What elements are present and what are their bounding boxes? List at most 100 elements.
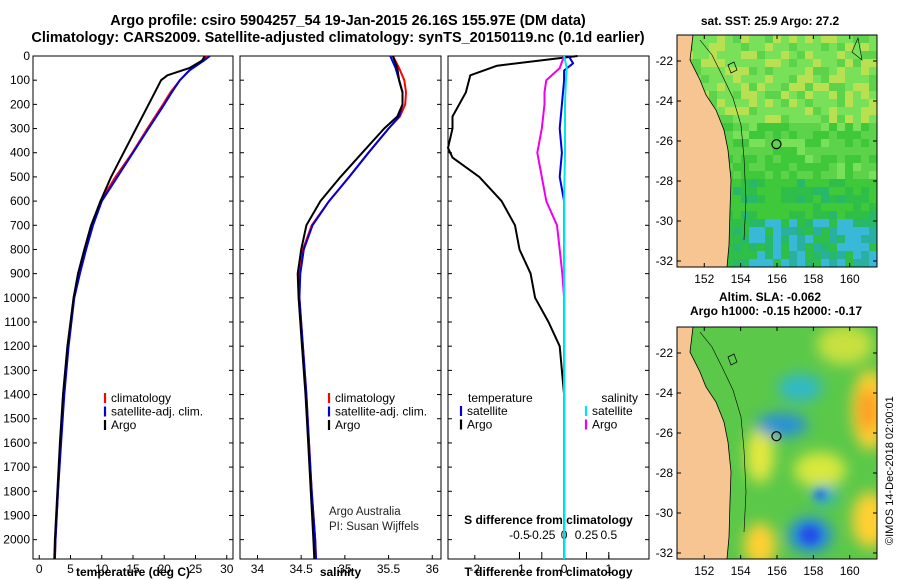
sst-tile bbox=[749, 91, 757, 99]
sst-tile bbox=[797, 67, 805, 75]
sst-tile bbox=[789, 67, 797, 75]
legend-label: Argo bbox=[467, 418, 493, 432]
sst-tile bbox=[757, 67, 765, 75]
sst-tile bbox=[725, 91, 733, 99]
sst-tile bbox=[869, 147, 877, 155]
sst-tile bbox=[757, 243, 765, 251]
sst-tile bbox=[829, 147, 837, 155]
sst-tile bbox=[733, 227, 741, 235]
x-tick-label: -2 bbox=[469, 562, 480, 576]
sst-tile bbox=[829, 179, 837, 187]
sst-tile bbox=[821, 171, 829, 179]
sst-tile bbox=[813, 131, 821, 139]
temperature-frame bbox=[32, 55, 234, 560]
sst-tile bbox=[869, 235, 877, 243]
sst-tile bbox=[837, 155, 845, 163]
sst-tile bbox=[845, 155, 853, 163]
sst-tile bbox=[821, 147, 829, 155]
sst-tile bbox=[773, 139, 781, 147]
sst-tile bbox=[845, 139, 853, 147]
sst-tile bbox=[741, 195, 749, 203]
sst-tile bbox=[733, 59, 741, 67]
sst-tile bbox=[749, 211, 757, 219]
sst-tile bbox=[845, 211, 853, 219]
map-y-tick-label: -30 bbox=[656, 506, 674, 520]
sst-tile bbox=[845, 195, 853, 203]
sst-tile bbox=[741, 139, 749, 147]
sla-high-e2 bbox=[858, 388, 877, 432]
sst-map-axes: 152 154 156 158 160 -22 -24 -26 -28 -30 -32 bbox=[656, 35, 877, 286]
sst-tile bbox=[869, 187, 877, 195]
sst-tile bbox=[765, 203, 773, 211]
sst-tile bbox=[829, 99, 837, 107]
sst-tile bbox=[797, 187, 805, 195]
sst-tile bbox=[837, 211, 845, 219]
sst-tile bbox=[813, 67, 821, 75]
sst-tile bbox=[765, 59, 773, 67]
sst-tile bbox=[757, 195, 765, 203]
sst-tile bbox=[733, 147, 741, 155]
sst-tile bbox=[861, 195, 869, 203]
sst-tile bbox=[837, 99, 845, 107]
legend-label: satellite bbox=[467, 404, 508, 418]
sst-tile bbox=[741, 35, 749, 43]
map-x-tick-label: 152 bbox=[694, 272, 714, 286]
sst-tile bbox=[869, 35, 877, 43]
sst-tile bbox=[837, 59, 845, 67]
y-tick-label: 100 bbox=[10, 73, 30, 87]
sst-tile bbox=[741, 123, 749, 131]
sst-tile bbox=[725, 99, 733, 107]
map-y-tick-label: -22 bbox=[656, 54, 674, 68]
sst-tile bbox=[717, 107, 725, 115]
sla-island bbox=[727, 353, 738, 366]
x-tick-label: 35.5 bbox=[377, 562, 401, 576]
sst-tile bbox=[717, 59, 725, 67]
sst-tile bbox=[837, 163, 845, 171]
y-tick-label: 1800 bbox=[3, 484, 30, 498]
y-tick-label: 500 bbox=[10, 170, 30, 184]
x-tick-label: 25 bbox=[189, 562, 203, 576]
x-tick-label: 36 bbox=[426, 562, 440, 576]
sst-tile bbox=[781, 83, 789, 91]
sst-tile bbox=[709, 51, 717, 59]
sst-tile bbox=[861, 67, 869, 75]
sst-tile bbox=[749, 203, 757, 211]
sst-tile bbox=[861, 107, 869, 115]
sst-tile bbox=[725, 115, 733, 123]
x-tick-label: 34 bbox=[251, 562, 265, 576]
sst-tile bbox=[829, 251, 837, 259]
sst-tile bbox=[861, 131, 869, 139]
sst-tile bbox=[757, 187, 765, 195]
sst-tile bbox=[821, 227, 829, 235]
sst-tile bbox=[757, 171, 765, 179]
sst-tile bbox=[693, 59, 701, 67]
sst-tile bbox=[733, 139, 741, 147]
sst-tile bbox=[757, 35, 765, 43]
sst-tile bbox=[813, 155, 821, 163]
sst-tile bbox=[861, 139, 869, 147]
sst-tile bbox=[837, 75, 845, 83]
sst-tile bbox=[749, 235, 757, 243]
sst-tile bbox=[717, 91, 725, 99]
x-tick-label: 0 bbox=[36, 562, 43, 576]
sst-tile bbox=[757, 163, 765, 171]
sst-tile bbox=[725, 67, 733, 75]
sst-tile bbox=[821, 43, 829, 51]
temp-line-2 bbox=[53, 55, 206, 560]
sst-tile bbox=[805, 195, 813, 203]
sst-tile bbox=[837, 83, 845, 91]
sst-tile bbox=[805, 43, 813, 51]
sst-tile bbox=[853, 187, 861, 195]
map-y-tick-label: -32 bbox=[656, 546, 674, 560]
y-tick-label: 1000 bbox=[3, 291, 30, 305]
sst-tile bbox=[757, 115, 765, 123]
x-tick-label: 5 bbox=[67, 562, 74, 576]
sst-tile bbox=[789, 75, 797, 83]
sst-tile bbox=[749, 123, 757, 131]
sst-tile bbox=[765, 35, 773, 43]
sst-tile bbox=[821, 139, 829, 147]
sst-tile bbox=[757, 211, 765, 219]
sst-tile bbox=[805, 219, 813, 227]
sst-tile bbox=[869, 75, 877, 83]
